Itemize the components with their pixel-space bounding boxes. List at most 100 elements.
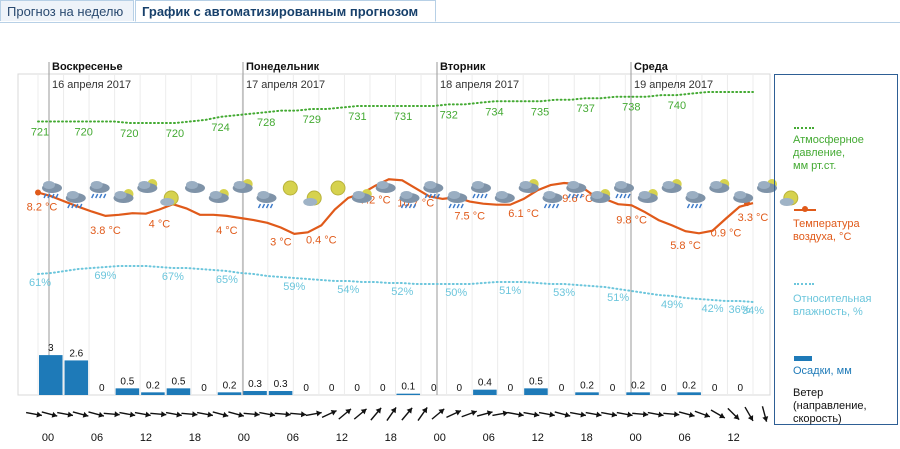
tab-auto-forecast-chart[interactable]: График с автоматизированным прогнозом (135, 0, 436, 22)
legend-temperature-line: воздуха, °C (793, 231, 852, 243)
cloud-shape (303, 198, 318, 206)
day-name: Среда (634, 61, 669, 73)
precip-label: 0 (380, 383, 386, 394)
cloud-icon (733, 191, 754, 203)
rain-drop (261, 203, 266, 209)
rain-drop (432, 193, 436, 199)
humidity-label: 59% (283, 281, 305, 293)
wind-arrow-icon (119, 411, 136, 418)
humidity-label: 49% (661, 299, 683, 311)
cloud-shape (686, 191, 699, 199)
rain-drop (404, 203, 409, 209)
rain-drop (551, 203, 556, 209)
rain-drop (694, 203, 699, 209)
wind-arrow-head (470, 410, 477, 416)
pressure-label: 735 (531, 106, 549, 118)
wind-arrow-head (316, 410, 322, 417)
rain-drop (484, 193, 488, 199)
precip-label: 0 (99, 383, 105, 394)
wind-arrow-icon (492, 410, 509, 417)
rain-drop (543, 203, 548, 209)
temperature-label: 9.8 °C (616, 214, 647, 226)
humidity-label: 67% (162, 271, 184, 283)
rain-drop (400, 203, 405, 209)
cloud-shape (352, 191, 365, 199)
pressure-label: 729 (303, 114, 321, 126)
precip-swatch (794, 356, 812, 361)
precip-bar (39, 355, 63, 395)
day-name: Вторник (440, 61, 486, 73)
day-name: Понедельник (246, 61, 320, 73)
wind-arrow-icon (259, 411, 276, 418)
rain-drop (99, 193, 103, 199)
humidity-label: 61% (29, 277, 51, 289)
precip-bar (473, 389, 497, 395)
cloud-shape (615, 181, 627, 189)
cloud-shape (591, 191, 604, 199)
rain-drop (690, 203, 695, 209)
cloud-sun-icon (661, 179, 682, 193)
wind-arrow-icon (663, 411, 680, 418)
time-tick-label: 12 (336, 432, 348, 444)
cloud-shape (66, 191, 79, 199)
sun-disc (282, 180, 298, 196)
cloud-shape (90, 181, 103, 189)
wind-arrow-head (330, 410, 337, 416)
cloud-shape (710, 181, 723, 189)
wind-arrow-head (192, 411, 198, 418)
temperature-label: 3.8 °C (90, 225, 121, 237)
pressure-label: 720 (166, 128, 184, 140)
cloud-sun-icon (709, 179, 730, 193)
wind-arrow-head (627, 411, 633, 418)
day-date: 16 апреля 2017 (52, 79, 131, 91)
pressure-label: 738 (622, 102, 640, 114)
temperature-label: 8.2 °C (27, 202, 58, 214)
wind-arrow-head (658, 411, 664, 418)
cloud-shape (779, 198, 794, 206)
rain-drop (79, 203, 83, 209)
cloud-shape (376, 181, 389, 189)
cloud-shape (424, 181, 437, 189)
rain-drop (579, 193, 583, 199)
precip-label: 0 (329, 383, 335, 394)
rain-drop (476, 193, 480, 199)
precip-label: 0.2 (223, 380, 237, 391)
cloud-shape (734, 191, 747, 199)
precip-label: 0.2 (631, 380, 645, 391)
wind-arrow-head (718, 412, 725, 419)
time-tick-label: 06 (483, 432, 495, 444)
time-tick-label: 00 (42, 432, 54, 444)
rain-drop (95, 193, 99, 199)
rain-drop (456, 203, 460, 209)
humidity-label: 69% (94, 270, 116, 282)
wind-arrow-icon (647, 411, 664, 418)
legend-pressure-line: Атмосферное (793, 134, 864, 146)
rain-drop (472, 193, 476, 199)
wind-arrow-icon (243, 411, 260, 418)
wind-arrow-icon (353, 408, 367, 420)
humidity-label: 34% (742, 305, 764, 317)
legend-wind-line: Ветер (793, 387, 824, 399)
wind-arrow-icon (538, 411, 555, 418)
wind-arrow-icon (401, 407, 413, 421)
cloud-sun-icon (351, 189, 372, 203)
temperature-line (37, 178, 754, 236)
wind-arrow-head (238, 411, 244, 418)
wind-arrow-icon (710, 409, 726, 419)
temperature-label: 3.3 °C (738, 212, 769, 224)
precip-label: 0.4 (478, 378, 492, 389)
cloud-sun-icon (637, 189, 658, 203)
rain-icon (447, 191, 468, 209)
humidity-label: 42% (702, 303, 724, 315)
tab-weekly-forecast[interactable]: Прогноз на неделю (0, 0, 134, 21)
humidity-label: 54% (337, 284, 359, 296)
legend-temperature-line: Температура (793, 218, 860, 230)
wind-arrow-icon (417, 407, 428, 421)
precip-label: 0 (737, 383, 743, 394)
chart-legend: Атмосферное давление, мм рт.ст. Температ… (774, 74, 898, 425)
precip-label: 0.2 (146, 380, 160, 391)
cloud-sun-icon (757, 179, 777, 193)
cloud-sun-icon (208, 189, 229, 203)
pressure-label: 731 (394, 111, 412, 123)
